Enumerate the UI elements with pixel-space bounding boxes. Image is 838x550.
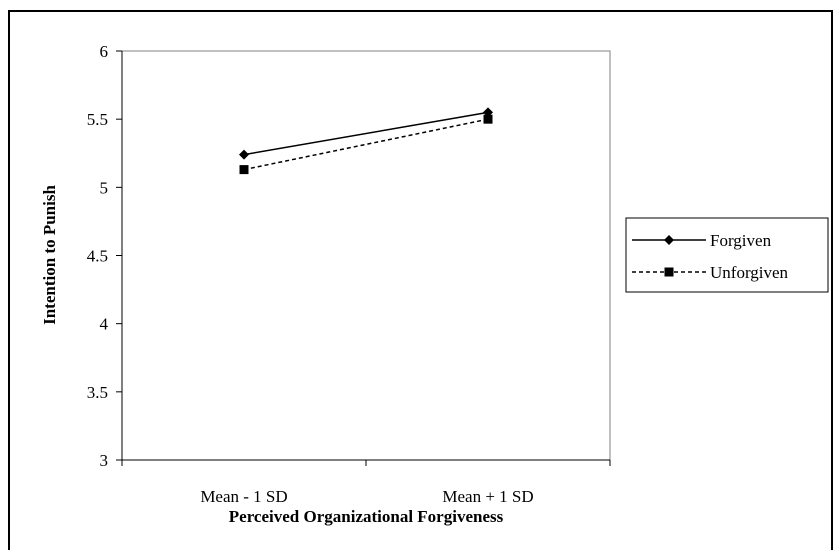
x-tick-label: Mean - 1 SD [200, 487, 287, 506]
series-unforgiven [239, 114, 493, 175]
y-axis: 3 3.5 4 4.5 5 5.5 6 [87, 42, 123, 470]
y-tick-label: 5 [100, 178, 109, 197]
legend-marker [664, 235, 674, 245]
x-axis: Mean - 1 SD Mean + 1 SD [121, 459, 611, 506]
legend-label: Unforgiven [710, 263, 789, 282]
legend-items: Forgiven Unforgiven [632, 231, 789, 282]
data-point [239, 149, 249, 160]
data-point [483, 114, 493, 124]
legend-marker [664, 267, 674, 277]
legend-item-unforgiven: Unforgiven [632, 263, 789, 282]
y-axis-title: Intention to Punish [40, 185, 59, 325]
x-tick-label: Mean + 1 SD [442, 487, 533, 506]
y-tick-label: 4 [100, 315, 109, 334]
y-tick-label: 3.5 [87, 383, 108, 402]
x-axis-title: Perceived Organizational Forgiveness [229, 507, 504, 526]
chart-frame [8, 10, 833, 550]
line-chart: 3 3.5 4 4.5 5 5.5 6 Mean - 1 SD Mean + 1 SD Int… [40, 42, 829, 526]
y-tick-label: 6 [100, 42, 109, 61]
series-line [243, 111, 489, 156]
data-point [239, 165, 249, 175]
legend-label: Forgiven [710, 231, 772, 250]
y-tick-label: 5.5 [87, 110, 108, 129]
legend-item-forgiven: Forgiven [632, 231, 772, 250]
legend-box [625, 217, 829, 293]
y-tick-label: 4.5 [87, 247, 108, 266]
plot-area [121, 50, 611, 461]
legend: Forgiven Unforgiven [625, 217, 829, 293]
y-tick-label: 3 [100, 451, 109, 470]
series-layer [239, 107, 493, 175]
